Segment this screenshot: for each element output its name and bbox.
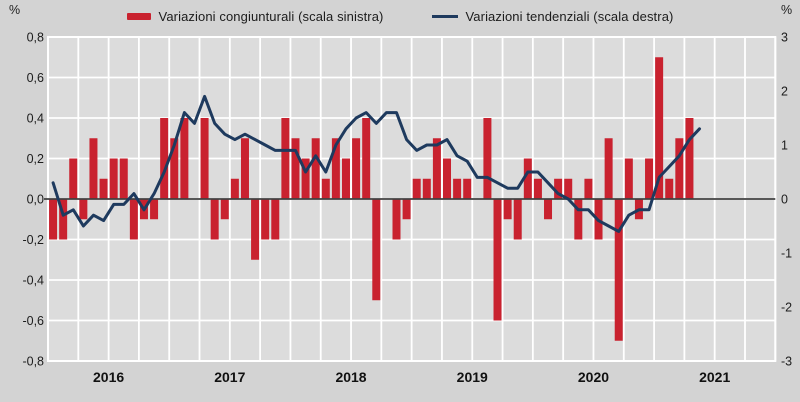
bar-month xyxy=(675,138,684,199)
left-axis-tick-label: 0,2 xyxy=(27,152,44,166)
bar-month xyxy=(200,118,209,199)
x-axis-year-label: 2021 xyxy=(699,369,730,385)
bar-month xyxy=(220,199,229,220)
bar-month xyxy=(362,118,371,199)
left-axis-tick-label: 0,8 xyxy=(27,31,44,45)
bar-month xyxy=(109,158,118,199)
bar-month xyxy=(564,178,573,199)
bar-month xyxy=(544,199,553,220)
bar-month xyxy=(604,138,613,199)
bar-month xyxy=(311,138,320,199)
left-axis-tick-label: 0,4 xyxy=(27,112,44,126)
bar-month xyxy=(99,178,108,199)
bar-month xyxy=(240,138,249,199)
bar-month xyxy=(129,199,138,240)
trend-line xyxy=(51,94,701,233)
x-axis-year-label: 2020 xyxy=(578,369,609,385)
bar-month xyxy=(584,178,593,199)
right-axis-tick-label: -3 xyxy=(781,355,792,369)
bar-month xyxy=(160,118,169,199)
bar-month xyxy=(291,138,300,199)
bar-month xyxy=(422,178,431,199)
bar-month xyxy=(271,199,280,240)
bar-month xyxy=(533,178,542,199)
x-axis-year-label: 2017 xyxy=(214,369,245,385)
right-axis-tick-label: 1 xyxy=(781,139,788,153)
bar-month xyxy=(180,118,189,199)
bar-month xyxy=(230,178,239,199)
bar-month xyxy=(493,199,502,321)
legend-label-congiunturali: Variazioni congiunturali (scala sinistra… xyxy=(158,8,384,24)
bar-month xyxy=(170,138,179,199)
bar-month xyxy=(119,158,128,199)
bar-month xyxy=(301,158,310,199)
right-axis-tick-label: 3 xyxy=(781,31,788,45)
legend-label-tendenziali: Variazioni tendenziali (scala destra) xyxy=(465,8,674,24)
bar-month xyxy=(79,199,88,220)
bar-month xyxy=(89,138,98,199)
bar-month xyxy=(685,118,694,199)
bar-month xyxy=(574,199,583,240)
bar-month xyxy=(331,138,340,199)
bar-month xyxy=(251,199,260,260)
right-axis-tick-label: 2 xyxy=(781,85,788,99)
left-axis-tick-label: -0,6 xyxy=(22,314,44,328)
bar-month xyxy=(483,118,492,199)
bar-month xyxy=(443,158,452,199)
x-axis-year-label: 2016 xyxy=(93,369,124,385)
legend-line-swatch-icon xyxy=(431,14,458,18)
bar-month xyxy=(624,158,633,199)
bar-month xyxy=(352,138,361,199)
bar-month xyxy=(210,199,219,240)
bar-month xyxy=(281,118,290,199)
bar-month xyxy=(432,138,441,199)
bar-month xyxy=(523,158,532,199)
bar-month xyxy=(463,178,472,199)
right-axis-tick-label: -1 xyxy=(781,247,792,261)
legend-bar-swatch-icon xyxy=(126,12,151,20)
bar-month xyxy=(49,199,58,240)
bar-month xyxy=(554,178,563,199)
bar-month xyxy=(321,178,330,199)
bar-month xyxy=(453,178,462,199)
bar-month xyxy=(513,199,522,240)
bar-month xyxy=(655,57,664,199)
right-axis-tick-label: 0 xyxy=(781,193,788,207)
left-axis-tick-label: -0,4 xyxy=(22,274,44,288)
bar-month xyxy=(402,199,411,220)
chart-legend: Variazioni congiunturali (scala sinistra… xyxy=(0,6,800,26)
bar-month xyxy=(69,158,78,199)
bar-month xyxy=(614,199,623,341)
legend-item-congiunturali: Variazioni congiunturali (scala sinistra… xyxy=(126,8,384,24)
legend-item-tendenziali: Variazioni tendenziali (scala destra) xyxy=(431,8,674,24)
bar-month xyxy=(59,199,68,240)
bar-month xyxy=(645,158,654,199)
x-axis-year-label: 2019 xyxy=(457,369,488,385)
bar-month xyxy=(412,178,421,199)
left-axis-tick-label: 0,6 xyxy=(27,71,44,85)
bar-month xyxy=(372,199,381,301)
bar-month xyxy=(261,199,270,240)
left-axis-unit: % xyxy=(9,3,21,17)
bar-month xyxy=(665,178,674,199)
left-axis-tick-label: 0,0 xyxy=(27,193,44,207)
right-axis-tick-label: -2 xyxy=(781,301,792,315)
bar-month xyxy=(503,199,512,220)
bar-month xyxy=(150,199,159,220)
bar-month xyxy=(392,199,401,240)
left-axis-tick-label: -0,2 xyxy=(22,233,44,247)
right-axis-unit: % xyxy=(781,3,793,17)
x-axis-year-label: 2018 xyxy=(335,369,366,385)
bar-month xyxy=(341,158,350,199)
left-axis-tick-label: -0,8 xyxy=(22,355,44,369)
